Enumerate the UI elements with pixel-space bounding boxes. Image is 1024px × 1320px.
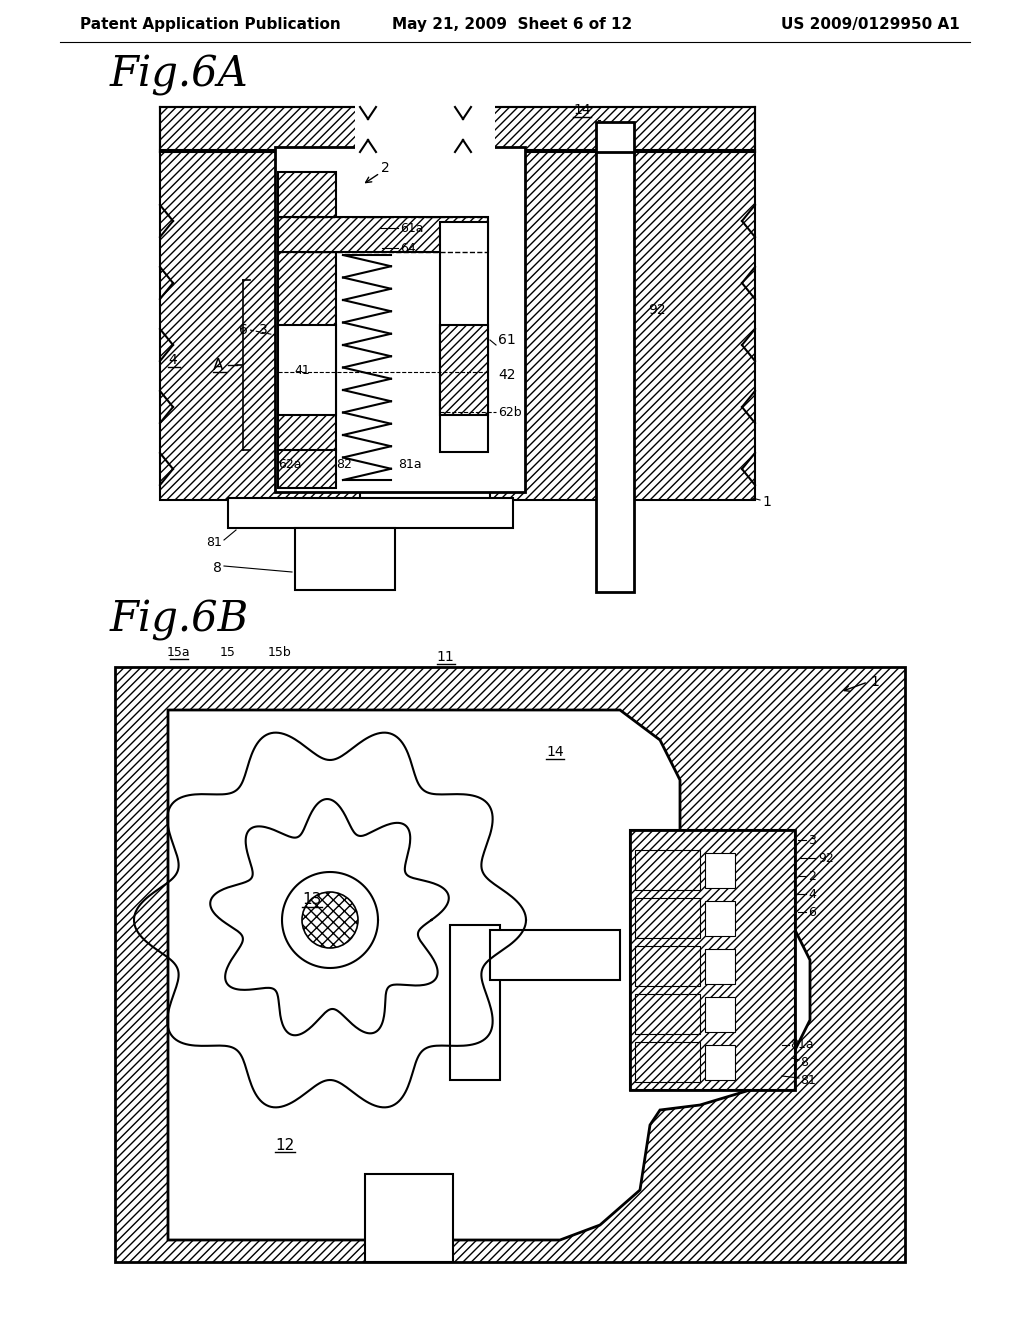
Text: 1: 1 bbox=[870, 675, 879, 689]
Bar bbox=[635, 850, 700, 890]
Text: 64: 64 bbox=[400, 242, 416, 255]
Bar bbox=[275, 147, 525, 492]
Bar bbox=[228, 498, 513, 528]
Bar bbox=[115, 667, 905, 1262]
Bar bbox=[160, 150, 360, 500]
Text: Fig.6B: Fig.6B bbox=[110, 599, 249, 642]
Text: 61: 61 bbox=[498, 333, 516, 347]
Text: 2: 2 bbox=[381, 161, 389, 176]
Text: 2: 2 bbox=[808, 870, 816, 883]
Bar bbox=[295, 528, 395, 590]
Bar bbox=[278, 450, 336, 488]
Polygon shape bbox=[168, 710, 810, 1239]
Bar bbox=[160, 107, 360, 152]
Text: 14: 14 bbox=[573, 103, 591, 117]
Bar bbox=[490, 107, 755, 152]
Text: A: A bbox=[213, 358, 223, 372]
Text: 41: 41 bbox=[294, 363, 310, 376]
Text: 81: 81 bbox=[206, 536, 222, 549]
Bar bbox=[278, 216, 488, 252]
Bar bbox=[278, 325, 336, 414]
Text: 8: 8 bbox=[800, 1056, 808, 1068]
Text: 42: 42 bbox=[498, 368, 515, 381]
Text: 81a: 81a bbox=[398, 458, 422, 471]
Text: 62a: 62a bbox=[278, 458, 301, 471]
Bar bbox=[365, 1173, 453, 1262]
Text: 13: 13 bbox=[302, 892, 322, 908]
Text: 92: 92 bbox=[818, 851, 834, 865]
Bar bbox=[635, 994, 700, 1034]
Bar bbox=[278, 172, 336, 451]
Text: 6: 6 bbox=[240, 323, 248, 337]
Text: Patent Application Publication: Patent Application Publication bbox=[80, 17, 341, 33]
Bar bbox=[635, 898, 700, 939]
Bar bbox=[635, 1041, 700, 1082]
Text: 15a: 15a bbox=[166, 645, 189, 659]
Bar bbox=[596, 121, 634, 152]
Bar bbox=[705, 1045, 735, 1080]
Text: 11: 11 bbox=[436, 649, 454, 664]
Bar bbox=[705, 853, 735, 888]
Text: 6: 6 bbox=[808, 906, 816, 919]
Bar bbox=[630, 830, 795, 1090]
Text: 14: 14 bbox=[546, 744, 564, 759]
Text: 12: 12 bbox=[275, 1138, 295, 1152]
Text: 3: 3 bbox=[808, 833, 816, 846]
Bar bbox=[490, 150, 755, 500]
Bar bbox=[440, 222, 488, 451]
Text: 15: 15 bbox=[220, 645, 236, 659]
Bar bbox=[630, 830, 795, 1090]
Bar bbox=[450, 925, 500, 1080]
Bar bbox=[490, 931, 620, 979]
Text: 4: 4 bbox=[169, 352, 177, 367]
Bar bbox=[705, 902, 735, 936]
Text: 61a: 61a bbox=[400, 222, 424, 235]
Text: 62b: 62b bbox=[498, 405, 521, 418]
Bar bbox=[355, 102, 495, 156]
Text: 15b: 15b bbox=[268, 645, 292, 659]
Bar bbox=[440, 325, 488, 414]
Bar bbox=[635, 946, 700, 986]
Bar bbox=[705, 997, 735, 1032]
Text: Fig.6A: Fig.6A bbox=[110, 54, 249, 96]
Text: US 2009/0129950 A1: US 2009/0129950 A1 bbox=[781, 17, 961, 33]
Text: 8: 8 bbox=[213, 561, 222, 576]
Circle shape bbox=[302, 892, 358, 948]
Text: 1: 1 bbox=[762, 495, 771, 510]
Text: 3: 3 bbox=[259, 323, 268, 337]
Text: 81a: 81a bbox=[790, 1039, 814, 1052]
Text: May 21, 2009  Sheet 6 of 12: May 21, 2009 Sheet 6 of 12 bbox=[392, 17, 632, 33]
Text: 92: 92 bbox=[648, 304, 666, 317]
Bar bbox=[705, 949, 735, 983]
Bar bbox=[596, 150, 634, 591]
Text: 82: 82 bbox=[336, 458, 352, 471]
Text: 81: 81 bbox=[800, 1073, 816, 1086]
Text: 4: 4 bbox=[808, 887, 816, 900]
